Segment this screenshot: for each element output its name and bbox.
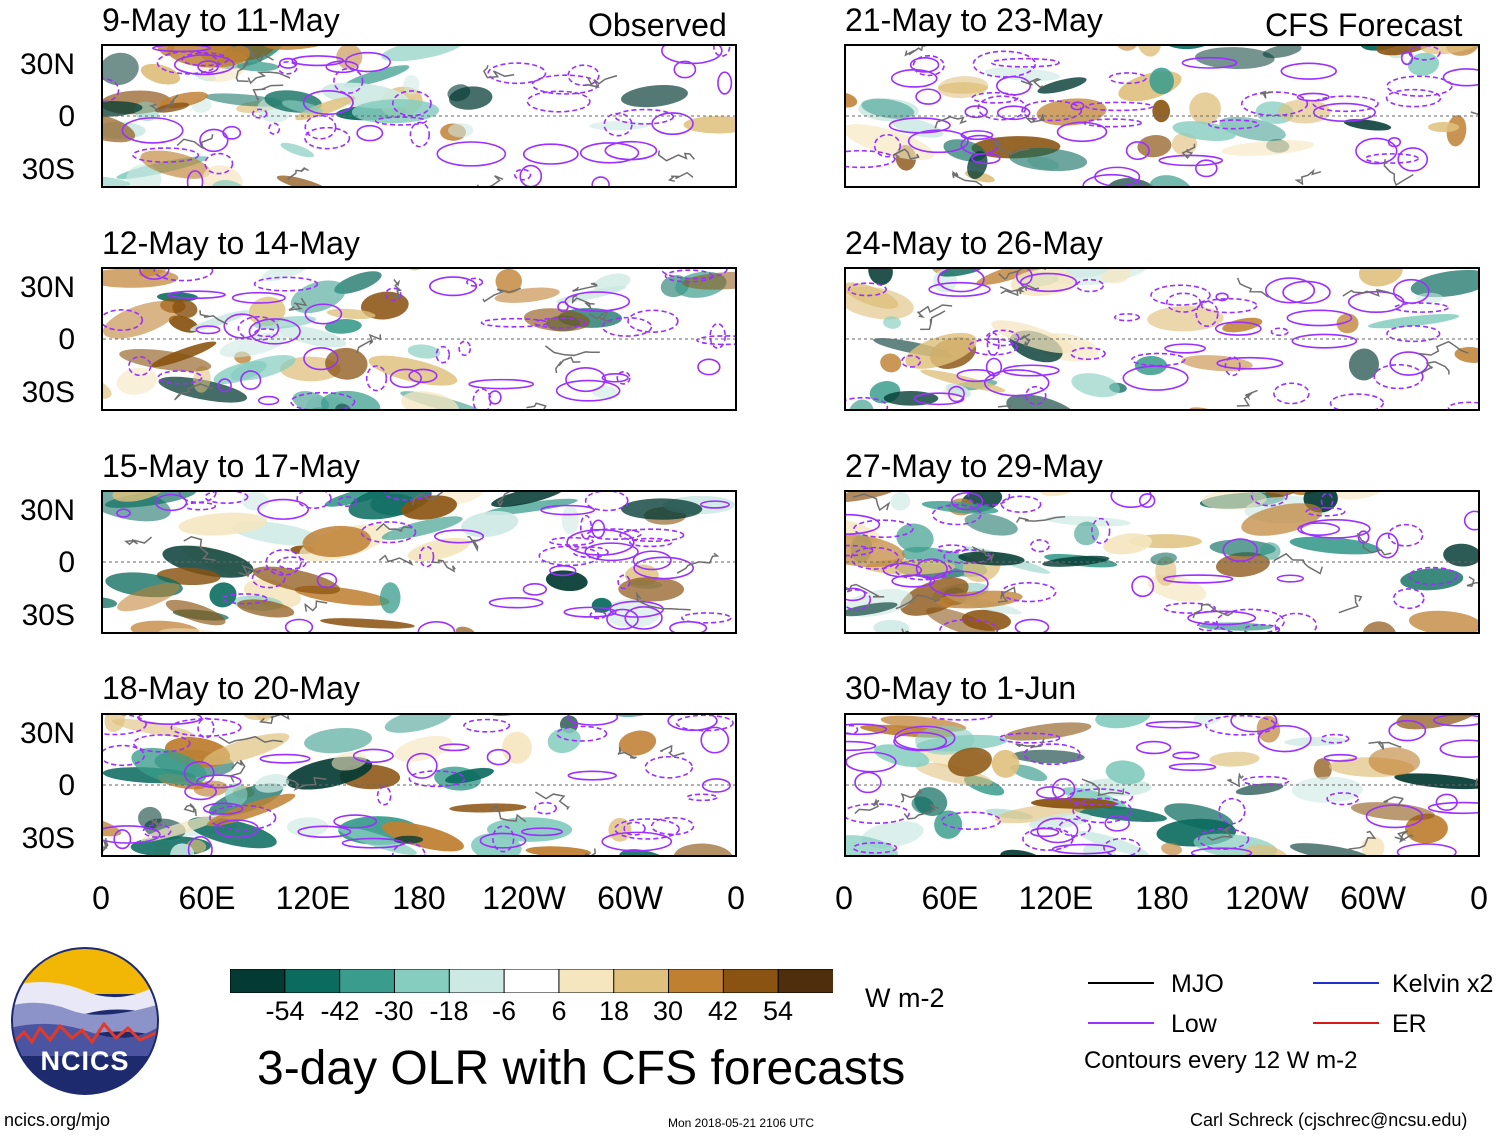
lon-label: 0 xyxy=(1470,880,1488,916)
lat-label-30n: 30N xyxy=(19,717,75,750)
legend-label: ER xyxy=(1392,1010,1427,1038)
lon-label: 60E xyxy=(178,880,236,916)
legend-label: Low xyxy=(1171,1010,1217,1038)
lat-label-30n: 30N xyxy=(19,271,75,304)
legend-swatch-kelvin xyxy=(1313,982,1379,984)
colorbar-swatch xyxy=(503,969,560,993)
ncics-logo: NCICS xyxy=(10,946,160,1096)
colorbar xyxy=(230,969,833,993)
footer-timestamp: Mon 2018-05-21 2106 UTC xyxy=(668,1116,815,1130)
lon-label: 0 xyxy=(92,880,110,916)
colorbar-tick: 18 xyxy=(598,996,630,1026)
olr-map xyxy=(101,490,737,634)
colorbar-swatches xyxy=(230,969,833,993)
lat-label-30s: 30S xyxy=(21,822,75,855)
colorbar-swatch xyxy=(393,969,451,993)
lat-label-30s: 30S xyxy=(21,376,75,409)
panel-title: 21-May to 23-May xyxy=(845,2,1103,38)
panel-title: 24-May to 26-May xyxy=(845,225,1103,261)
lat-label-eq: 0 xyxy=(58,100,75,133)
colorbar-tick: 42 xyxy=(707,996,739,1026)
colorbar-swatch xyxy=(668,969,725,993)
legend-label: MJO xyxy=(1171,970,1224,998)
colorbar-tick: 30 xyxy=(652,996,684,1026)
lon-label: 120E xyxy=(275,880,351,916)
lat-label-eq: 0 xyxy=(58,323,75,356)
colorbar-swatch xyxy=(777,969,833,993)
colorbar-swatch xyxy=(230,969,286,993)
olr-map xyxy=(844,490,1480,634)
legend-swatch-low xyxy=(1088,1022,1154,1024)
colorbar-swatch xyxy=(284,969,341,993)
observed-header: Observed xyxy=(588,7,727,43)
olr-map xyxy=(101,713,737,857)
lat-label-eq: 0 xyxy=(58,769,75,802)
colorbar-tick: -6 xyxy=(491,996,517,1026)
colorbar-tick: 54 xyxy=(762,996,794,1026)
colorbar-swatch xyxy=(558,969,615,993)
colorbar-tick: 6 xyxy=(551,996,567,1026)
lat-label-30s: 30S xyxy=(21,599,75,632)
lon-label: 120W xyxy=(482,880,566,916)
legend-label: Kelvin x2 xyxy=(1392,970,1494,998)
olr-map xyxy=(101,267,737,411)
colorbar-swatch xyxy=(613,969,670,993)
lat-label-30s: 30S xyxy=(21,153,75,186)
lon-label: 180 xyxy=(1135,880,1189,916)
panel-title: 30-May to 1-Jun xyxy=(845,670,1077,706)
olr-map xyxy=(844,713,1480,857)
main-title: 3-day OLR with CFS forecasts xyxy=(257,1042,906,1095)
lat-label-30n: 30N xyxy=(19,48,75,81)
panel-title: 15-May to 17-May xyxy=(102,448,360,484)
lon-label: 120E xyxy=(1018,880,1094,916)
colorbar-tick: -18 xyxy=(429,996,469,1026)
colorbar-swatch xyxy=(339,969,396,993)
olr-map xyxy=(101,44,737,188)
colorbar-unit: W m-2 xyxy=(865,983,945,1013)
panel-title: 9-May to 11-May xyxy=(102,2,340,38)
olr-map xyxy=(844,267,1480,411)
lat-label-30n: 30N xyxy=(19,494,75,527)
lon-label: 60E xyxy=(921,880,979,916)
lon-label: 60W xyxy=(597,880,663,916)
lon-label: 120W xyxy=(1225,880,1309,916)
colorbar-swatch xyxy=(448,969,506,993)
colorbar-tick: -30 xyxy=(374,996,414,1026)
forecast-header: CFS Forecast xyxy=(1265,7,1463,43)
lon-label: 0 xyxy=(835,880,853,916)
olr-map xyxy=(844,44,1480,188)
footer-credit: Carl Schreck (cjschrec@ncsu.edu) xyxy=(1190,1110,1468,1130)
panel-title: 18-May to 20-May xyxy=(102,670,360,706)
colorbar-tick: -54 xyxy=(265,996,305,1026)
lat-label-eq: 0 xyxy=(58,546,75,579)
panel-title: 12-May to 14-May xyxy=(102,225,360,261)
colorbar-tick: -42 xyxy=(320,996,360,1026)
colorbar-swatch xyxy=(722,969,780,993)
panel-title: 27-May to 29-May xyxy=(845,448,1103,484)
footer-link[interactable]: ncics.org/mjo xyxy=(4,1110,111,1130)
legend-swatch-mjo xyxy=(1088,982,1154,984)
legend-swatch-er xyxy=(1313,1022,1379,1024)
logo-text: NCICS xyxy=(40,1046,130,1076)
lon-label: 0 xyxy=(727,880,745,916)
lon-label: 180 xyxy=(392,880,446,916)
lon-label: 60W xyxy=(1340,880,1406,916)
legend-note: Contours every 12 W m-2 xyxy=(1084,1047,1358,1074)
